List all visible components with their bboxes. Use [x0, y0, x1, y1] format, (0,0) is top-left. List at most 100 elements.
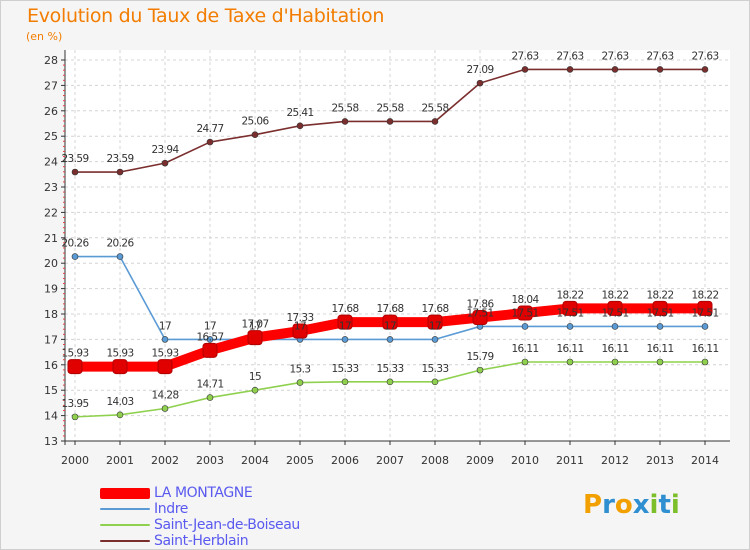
y-tick-label: 24 [44, 156, 58, 169]
y-tick-label: 17 [44, 333, 58, 346]
y-tick-label: 21 [44, 232, 58, 245]
legend-item-indre: Indre [100, 501, 300, 517]
logo-letter: o [614, 490, 633, 520]
y-tick-label: 23 [44, 181, 58, 194]
data-label: 27.63 [511, 50, 538, 62]
data-point [656, 358, 664, 366]
x-tick-label: 2001 [106, 454, 134, 467]
y-tick-label: 15 [44, 384, 58, 397]
data-point [566, 66, 574, 73]
data-point [611, 66, 619, 73]
data-point [476, 79, 484, 87]
data-point [206, 138, 214, 146]
data-label: 15.93 [61, 348, 88, 360]
data-label: 14.71 [196, 379, 223, 391]
data-point [611, 323, 619, 330]
data-point [521, 66, 529, 73]
y-tick-label: 19 [44, 283, 58, 296]
data-label: 17.86 [466, 299, 494, 311]
y-tick-label: 25 [44, 130, 58, 143]
data-label: 18.22 [601, 289, 628, 301]
data-point [341, 336, 349, 343]
data-point [116, 253, 124, 260]
data-label: 20.26 [61, 238, 89, 250]
data-label: 18.22 [691, 289, 718, 301]
y-tick-label: 16 [44, 359, 58, 372]
data-label: 14.28 [151, 389, 178, 401]
legend-label: Saint-Jean-de-Boiseau [154, 517, 300, 533]
data-label: 17.51 [601, 307, 628, 319]
x-tick-label: 2010 [511, 454, 539, 467]
legend-label: LA MONTAGNE [154, 485, 253, 501]
data-label: 17.68 [331, 303, 358, 315]
data-label: 17.51 [646, 307, 673, 319]
data-label: 17 [249, 320, 261, 332]
y-tick-label: 13 [44, 435, 58, 448]
data-label: 15.79 [466, 351, 493, 363]
logo-letter: t [658, 490, 671, 520]
data-label: 27.63 [646, 50, 673, 62]
data-point [431, 336, 439, 343]
x-tick-label: 2012 [601, 454, 629, 467]
data-point [337, 314, 353, 330]
data-point [656, 66, 664, 73]
data-point [566, 323, 574, 330]
data-point [472, 310, 488, 326]
data-label: 17 [339, 320, 351, 332]
data-label: 25.58 [376, 102, 403, 114]
plot-area [65, 50, 730, 441]
data-point [386, 336, 394, 343]
data-point [292, 323, 308, 339]
data-point [386, 118, 394, 125]
data-label: 17 [159, 320, 171, 332]
data-label: 25.06 [241, 116, 269, 128]
legend-swatch [100, 540, 150, 542]
data-label: 17.51 [466, 307, 493, 319]
data-point [206, 336, 214, 343]
data-label: 27.09 [466, 64, 493, 76]
data-label: 17 [429, 320, 441, 332]
legend-swatch [100, 508, 150, 510]
x-tick-label: 2008 [421, 454, 449, 467]
data-label: 24.77 [196, 123, 223, 135]
data-label: 25.58 [421, 102, 448, 114]
data-label: 16.11 [511, 343, 538, 355]
data-label: 23.59 [61, 153, 88, 165]
data-point [251, 386, 259, 394]
data-label: 15.33 [421, 363, 448, 375]
x-tick-label: 2005 [286, 454, 314, 467]
data-point [71, 168, 79, 176]
data-point [566, 358, 574, 366]
legend-swatch [100, 524, 150, 526]
data-point [296, 122, 304, 130]
data-point [701, 66, 709, 73]
data-label: 15.33 [331, 363, 358, 375]
legend: LA MONTAGNE Indre Saint-Jean-de-Boiseau … [100, 485, 300, 549]
x-tick-label: 2009 [466, 454, 494, 467]
data-point [341, 118, 349, 125]
data-label: 23.94 [151, 144, 179, 156]
y-tick-label: 18 [44, 308, 58, 321]
data-point [341, 378, 349, 386]
data-label: 27.63 [556, 50, 583, 62]
x-tick-label: 2007 [376, 454, 404, 467]
legend-item-saint-jean-de-boiseau: Saint-Jean-de-Boiseau [100, 517, 300, 533]
data-label: 15.33 [376, 363, 403, 375]
data-point [652, 300, 668, 316]
data-point [476, 366, 484, 374]
data-label: 23.59 [106, 153, 133, 165]
x-tick-label: 2000 [61, 454, 89, 467]
y-tick-label: 28 [44, 54, 58, 67]
data-point [386, 378, 394, 386]
data-point [656, 323, 664, 330]
logo-letter: P [583, 490, 603, 520]
data-label: 17 [294, 320, 306, 332]
data-label: 17.51 [556, 307, 583, 319]
data-label: 15 [249, 371, 261, 383]
data-label: 15.3 [290, 364, 311, 376]
x-tick-label: 2013 [646, 454, 674, 467]
legend-swatch [100, 487, 150, 499]
logo-letter: x [632, 490, 650, 520]
proxiti-logo: Proxiti [583, 490, 680, 520]
data-point [71, 253, 79, 260]
